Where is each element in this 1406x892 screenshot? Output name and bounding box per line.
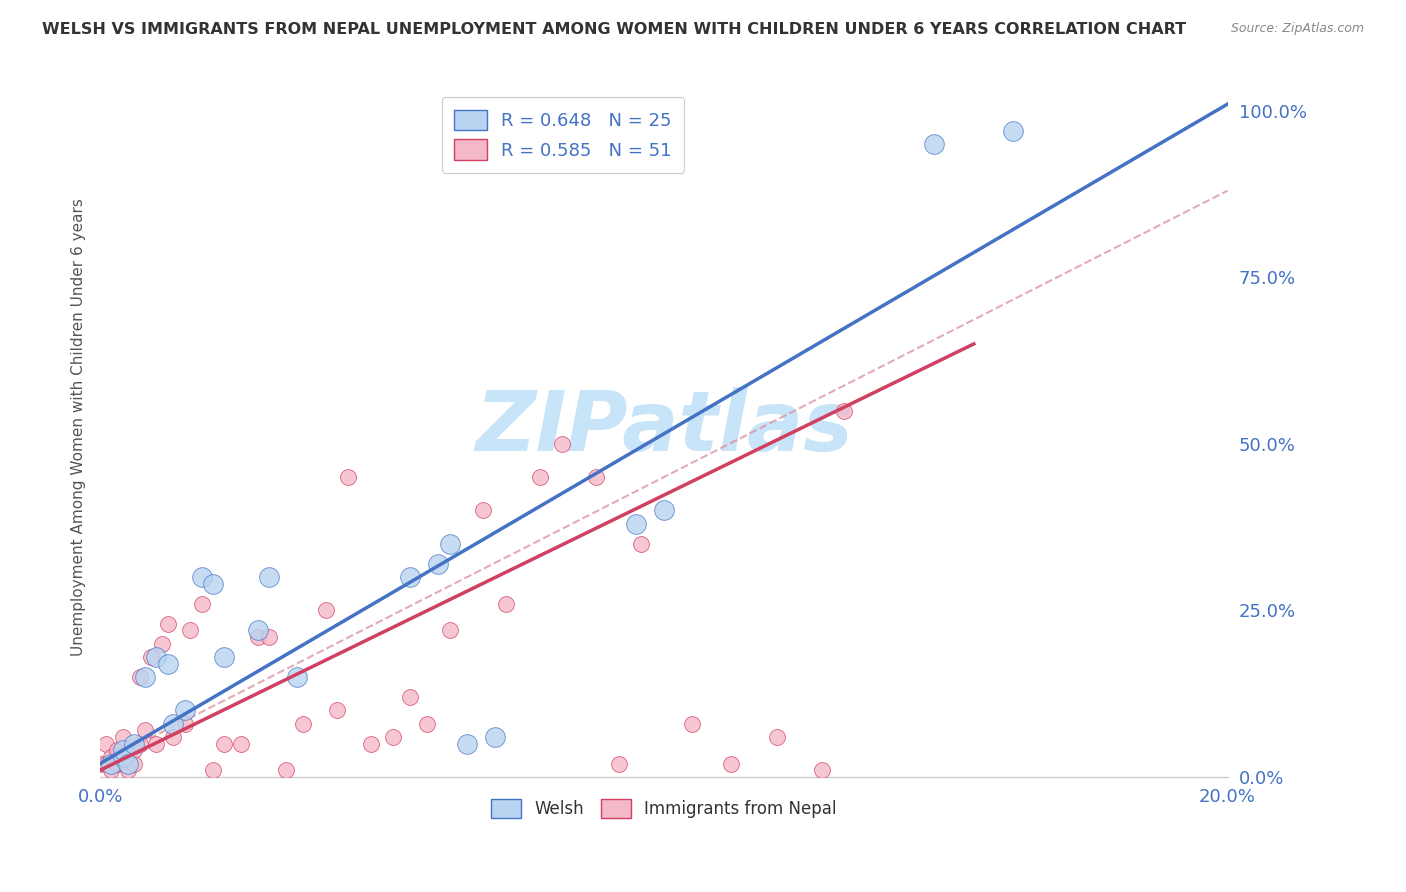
Point [134, 670, 156, 684]
Point [292, 716, 315, 731]
Point [246, 624, 269, 638]
Point [89, 756, 111, 771]
Point [128, 737, 150, 751]
Point [105, 743, 128, 757]
Point [472, 503, 495, 517]
Point [190, 570, 212, 584]
Point [439, 624, 461, 638]
Point [382, 730, 405, 744]
Point [117, 750, 139, 764]
Point [765, 730, 787, 744]
Point [156, 657, 179, 671]
Point [134, 723, 156, 738]
Point [257, 570, 280, 584]
Point [720, 756, 742, 771]
Point [832, 403, 855, 417]
Text: WELSH VS IMMIGRANTS FROM NEPAL UNEMPLOYMENT AMONG WOMEN WITH CHILDREN UNDER 6 YE: WELSH VS IMMIGRANTS FROM NEPAL UNEMPLOYM… [42, 22, 1187, 37]
Point [337, 470, 360, 484]
Point [1002, 124, 1025, 138]
Point [100, 750, 122, 764]
Point [630, 537, 652, 551]
Point [399, 570, 422, 584]
Point [456, 737, 478, 751]
Point [551, 437, 574, 451]
Point [652, 503, 675, 517]
Point [139, 650, 162, 665]
Point [122, 743, 145, 757]
Point [94, 737, 117, 751]
Point [276, 763, 298, 777]
Point [229, 737, 252, 751]
Point [94, 756, 117, 771]
Point [117, 756, 139, 771]
Point [105, 756, 128, 771]
Point [173, 716, 195, 731]
Point [416, 716, 439, 731]
Point [122, 756, 145, 771]
Point [100, 763, 122, 777]
Point [924, 136, 946, 151]
Point [111, 750, 134, 764]
Point [529, 470, 551, 484]
Point [439, 537, 461, 551]
Point [100, 756, 122, 771]
Point [201, 576, 224, 591]
Point [190, 597, 212, 611]
Point [427, 557, 450, 571]
Point [624, 516, 647, 531]
Point [162, 716, 184, 731]
Point [360, 737, 382, 751]
Point [111, 743, 134, 757]
Legend: Welsh, Immigrants from Nepal: Welsh, Immigrants from Nepal [485, 792, 844, 824]
Point [145, 737, 167, 751]
Point [128, 670, 150, 684]
Point [162, 730, 184, 744]
Point [117, 763, 139, 777]
Point [607, 756, 630, 771]
Point [111, 750, 134, 764]
Point [484, 730, 506, 744]
Point [150, 637, 173, 651]
Point [145, 650, 167, 665]
Point [201, 763, 224, 777]
Point [399, 690, 422, 704]
Point [122, 737, 145, 751]
Point [179, 624, 201, 638]
Point [287, 670, 309, 684]
Point [585, 470, 607, 484]
Y-axis label: Unemployment Among Women with Children Under 6 years: Unemployment Among Women with Children U… [72, 198, 86, 657]
Point [326, 703, 349, 717]
Point [246, 630, 269, 644]
Point [111, 730, 134, 744]
Point [257, 630, 280, 644]
Point [212, 737, 235, 751]
Text: Source: ZipAtlas.com: Source: ZipAtlas.com [1230, 22, 1364, 36]
Point [315, 603, 337, 617]
Point [173, 703, 195, 717]
Point [810, 763, 832, 777]
Point [156, 616, 179, 631]
Point [681, 716, 703, 731]
Point [212, 650, 235, 665]
Point [495, 597, 517, 611]
Text: ZIPatlas: ZIPatlas [475, 386, 853, 467]
